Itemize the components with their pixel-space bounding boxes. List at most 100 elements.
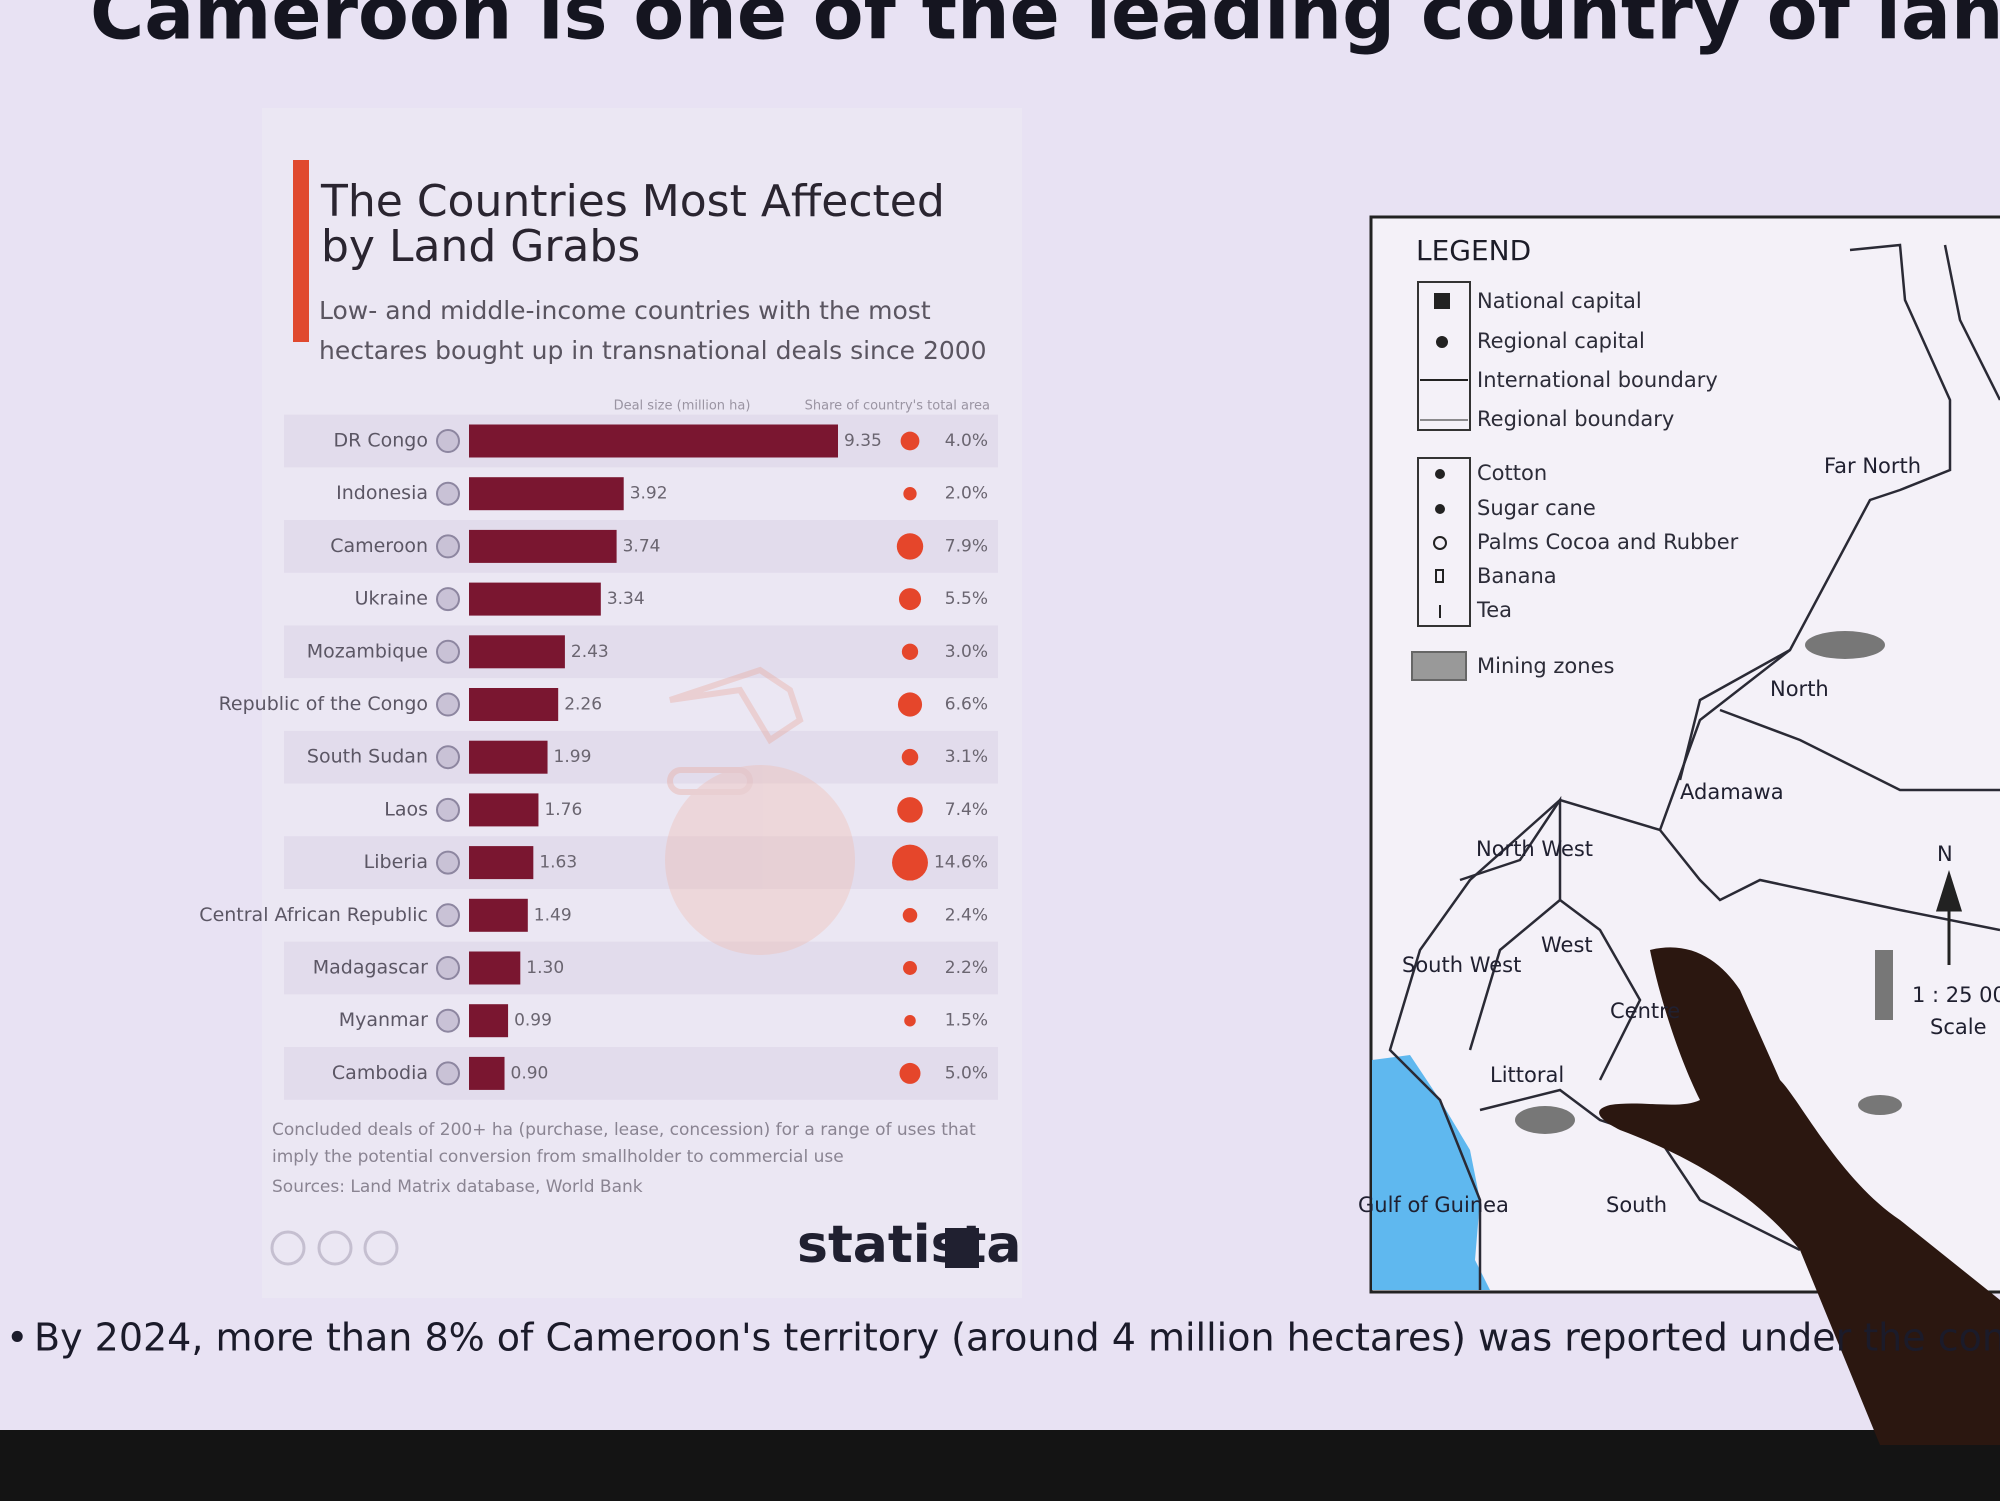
source: Sources: Land Matrix database, World Ban… <box>272 1177 643 1197</box>
flag <box>436 429 460 453</box>
region-label: Littoral <box>1490 1063 1564 1087</box>
scale: 1 : 25 000 <box>1912 983 2000 1007</box>
value-label: 2.43 <box>571 642 609 662</box>
legend-box <box>1417 281 1471 431</box>
legend-symbols <box>1411 293 1468 681</box>
value-label: 9.35 <box>844 431 882 451</box>
legend-label: Tea <box>1476 598 1512 622</box>
value-label: 1.76 <box>544 800 582 820</box>
flag <box>436 797 460 822</box>
value-label: 3.74 <box>623 536 661 556</box>
bezel <box>0 1430 2000 1501</box>
row-band <box>284 941 998 995</box>
bar <box>469 477 624 511</box>
share-label: 7.4% <box>945 800 988 820</box>
region-label: Far North <box>1824 454 1921 478</box>
share-dot <box>903 487 917 501</box>
flag <box>436 481 460 506</box>
column-header: Share of country's total area <box>805 399 990 414</box>
chart-title: The Countries Most Affected <box>320 176 945 227</box>
value-label: 1.49 <box>534 905 572 925</box>
bar <box>469 1004 509 1038</box>
footnote: Concluded deals of 200+ ha (purchase, le… <box>272 1120 976 1140</box>
value-label: 0.90 <box>511 1063 549 1083</box>
region-label: North West <box>1476 837 1593 861</box>
share-dot <box>897 692 923 717</box>
share-dot <box>892 844 928 881</box>
bar <box>469 1056 505 1090</box>
bar <box>469 793 539 827</box>
mining-zones <box>1515 631 1902 1134</box>
region-label: Adamawa <box>1680 780 1784 804</box>
region-label: North <box>1770 677 1829 701</box>
category-label: Indonesia <box>336 482 428 504</box>
share-label: 3.1% <box>945 747 988 767</box>
map-boundaries <box>1388 243 2000 1290</box>
footnote: imply the potential conversion from smal… <box>272 1147 844 1167</box>
presenter-arm <box>1599 947 2000 1445</box>
illustration <box>665 666 855 955</box>
chart-body: Deal size (million ha) Share of country's… <box>199 399 998 1100</box>
share-dot <box>900 431 920 451</box>
slide-title: Cameroon is one of the leading country o… <box>90 0 2000 57</box>
bullet-text: By 2024, more than 8% of Cameroon's terr… <box>34 1316 2000 1360</box>
brand: statista <box>797 1215 1021 1275</box>
category-label: South Sudan <box>307 746 428 768</box>
share-dot <box>903 961 917 975</box>
category-label: Laos <box>384 798 428 820</box>
flag <box>436 587 460 612</box>
row-band <box>284 520 998 573</box>
share-dot <box>904 1014 916 1027</box>
bar <box>469 898 528 932</box>
share-label: 7.9% <box>945 536 988 556</box>
share-label: 2.0% <box>945 484 988 504</box>
category-label: Ukraine <box>355 588 428 610</box>
value-label: 3.34 <box>607 589 645 609</box>
flag <box>436 903 460 928</box>
bar <box>469 424 838 458</box>
value-label: 2.26 <box>564 695 602 715</box>
share-dot <box>899 1062 921 1084</box>
flag <box>436 692 460 717</box>
north-label: N <box>1937 842 1953 866</box>
share-label: 5.5% <box>945 589 988 609</box>
legend-label: Palms Cocoa and Rubber <box>1477 530 1739 554</box>
legend-label: National capital <box>1477 289 1642 313</box>
flag <box>436 639 460 664</box>
region-label: Centre <box>1610 999 1680 1023</box>
share-label: 4.0% <box>945 431 988 451</box>
value-label: 1.63 <box>539 853 577 873</box>
share-label: 2.2% <box>945 958 988 978</box>
legend-box <box>1417 457 1471 627</box>
flag <box>436 850 460 875</box>
bar <box>469 529 617 563</box>
bar <box>469 582 601 616</box>
region-label: South West <box>1402 953 1521 977</box>
region-label: South <box>1606 1193 1667 1217</box>
flag <box>436 1061 460 1086</box>
flag <box>436 534 460 559</box>
share-label: 3.0% <box>945 642 988 662</box>
license-icons <box>270 1230 399 1266</box>
sea-label: Gulf of Guinea <box>1358 1193 1509 1217</box>
category-label: Liberia <box>364 851 428 873</box>
category-label: Madagascar <box>313 957 428 979</box>
scale-label: Scale <box>1930 1015 1987 1039</box>
column-header: Deal size (million ha) <box>614 399 751 414</box>
bar <box>469 740 548 774</box>
legend: National capital Regional capital Internat… <box>1476 289 1739 678</box>
value-label: 0.99 <box>514 1011 552 1031</box>
share-label: 5.0% <box>945 1063 988 1083</box>
region-label: West <box>1541 933 1593 957</box>
north-arrow <box>1935 869 1963 965</box>
legend-label: Regional capital <box>1477 329 1645 353</box>
accent-bar <box>293 160 309 342</box>
category-label: Cambodia <box>332 1062 428 1084</box>
bar <box>469 951 521 985</box>
row-band <box>284 730 998 784</box>
bullet-marker: • <box>6 1316 28 1360</box>
share-dot <box>898 588 922 611</box>
value-label: 1.99 <box>554 747 592 767</box>
sea <box>1372 1055 1490 1290</box>
